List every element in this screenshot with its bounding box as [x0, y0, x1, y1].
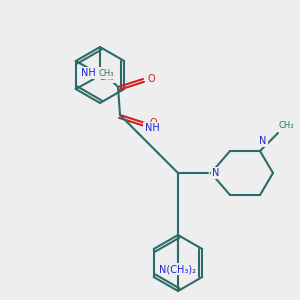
Text: CH₃: CH₃: [98, 73, 113, 82]
Text: N: N: [259, 136, 267, 146]
Text: N: N: [212, 168, 220, 178]
Text: NH: NH: [145, 123, 159, 133]
Text: CH₃: CH₃: [98, 68, 113, 77]
Text: CH₃: CH₃: [278, 121, 294, 130]
Text: NH: NH: [81, 68, 95, 78]
Text: O: O: [147, 74, 155, 84]
Text: N(CH₃)₂: N(CH₃)₂: [160, 264, 197, 274]
Text: O: O: [149, 118, 157, 128]
